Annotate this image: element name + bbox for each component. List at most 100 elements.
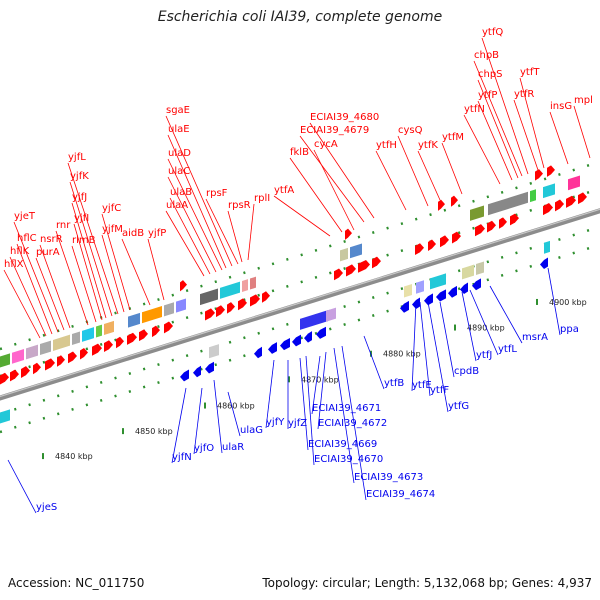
gene-leader-line	[16, 243, 53, 335]
scale-label: 4880 kbp	[383, 350, 421, 359]
gene-leader-line	[171, 387, 187, 464]
feature-box	[200, 288, 218, 306]
gene-leader-line	[305, 355, 315, 466]
gene-leader-line	[55, 230, 89, 326]
gene-label: yjfK	[70, 171, 89, 182]
feature-box	[164, 302, 174, 317]
forward-gene-arrow	[92, 343, 102, 356]
accession-label: Accession: NC_011750	[8, 576, 145, 590]
reverse-gene-arrow	[268, 342, 277, 354]
gene-leader-line	[461, 291, 477, 362]
forward-gene-arrow	[566, 195, 576, 208]
gene-leader-line	[513, 99, 539, 171]
gene-leader-line	[167, 134, 227, 269]
gene-leader-line	[39, 244, 71, 329]
gene-leader-line	[121, 238, 151, 306]
gene-label: yjfZ	[288, 418, 307, 429]
forward-gene-arrow	[104, 340, 113, 353]
feature-box	[72, 331, 80, 346]
gene-leader-line	[67, 162, 119, 315]
forward-gene-arrow	[205, 308, 215, 321]
gene-label: ulaD	[168, 148, 191, 159]
gene-label: rpsF	[206, 188, 228, 199]
forward-gene-arrow	[68, 351, 77, 364]
gene-leader-line	[265, 359, 275, 429]
gene-label: rnr	[56, 220, 71, 231]
gene-leader-line	[313, 149, 355, 231]
reverse-gene-arrow	[316, 326, 326, 339]
gene-leader-line	[227, 210, 243, 263]
gene-label: purA	[36, 247, 60, 258]
reverse-gene-arrow	[436, 289, 446, 302]
forward-gene-arrow	[346, 264, 356, 277]
feature-box	[476, 261, 484, 275]
gene-label: sgaE	[166, 105, 190, 116]
gene-leader-line	[165, 115, 233, 267]
gene-label: ytfA	[274, 185, 294, 196]
gene-label: ytfP	[478, 90, 497, 101]
feature-box	[176, 298, 186, 313]
forward-gene-arrow	[116, 336, 124, 349]
gene-leader-line	[9, 256, 47, 337]
gene-label: yjfN	[172, 452, 192, 463]
backbone-highlight	[0, 208, 600, 398]
gene-leader-line	[477, 100, 513, 181]
forward-gene-arrow	[80, 348, 88, 360]
gene-leader-line	[289, 157, 343, 233]
feature-box	[40, 340, 51, 356]
gene-label: fklB	[290, 147, 309, 158]
gene-leader-line	[299, 357, 309, 451]
feature-box	[488, 191, 528, 216]
gene-leader-line	[309, 122, 375, 219]
feature-box	[250, 276, 256, 290]
gene-leader-line	[311, 355, 321, 415]
gene-label: ytfF	[430, 385, 449, 396]
gene-label: nsrR	[40, 234, 63, 245]
gene-label: ytfN	[464, 104, 485, 115]
gene-label: ECIAI39_4674	[366, 489, 435, 500]
gene-leader-line	[341, 345, 367, 501]
feature-box	[416, 280, 424, 294]
gene-leader-line	[73, 223, 103, 321]
feature-box	[53, 334, 70, 351]
gene-leader-line	[489, 285, 523, 344]
gene-label: ytfM	[442, 132, 464, 143]
scale-label: 4850 kbp	[135, 427, 173, 436]
gene-label: yjfM	[102, 224, 123, 235]
feature-box	[568, 175, 580, 191]
feature-box	[0, 409, 10, 424]
gene-label: aidB	[122, 228, 144, 239]
feature-box	[404, 283, 412, 298]
feature-box	[12, 349, 24, 364]
gene-leader-line	[273, 195, 331, 237]
gene-label: chpB	[474, 50, 499, 61]
gene-leader-line	[481, 37, 529, 175]
feature-box	[242, 279, 248, 292]
gene-label: ECIAI39_4671	[312, 403, 381, 414]
gene-leader-line	[439, 301, 455, 378]
gene-label: yjeT	[14, 211, 36, 222]
gene-leader-line	[193, 387, 203, 455]
gene-leader-line	[167, 176, 217, 273]
forward-gene-arrow	[262, 291, 270, 303]
gene-leader-line	[167, 158, 223, 271]
reverse-gene-arrow	[460, 282, 468, 294]
gene-label: ulaA	[166, 200, 188, 211]
scale-label: 4840 kbp	[55, 452, 93, 461]
feature-box	[220, 281, 240, 299]
forward-gene-arrow	[555, 199, 564, 212]
reverse-gene-arrow	[424, 293, 433, 306]
forward-gene-arrow	[499, 217, 507, 229]
forward-gene-arrow	[543, 202, 553, 216]
gene-leader-line	[317, 351, 327, 430]
feature-box	[96, 324, 102, 338]
gene-leader-line	[35, 257, 65, 331]
gene-leader-line	[13, 221, 59, 333]
forward-gene-arrow	[451, 195, 458, 207]
gene-label: yjfL	[68, 152, 86, 163]
gene-label: ytfH	[376, 140, 397, 151]
scale-label: 4890 kbp	[467, 324, 505, 333]
gene-leader-line	[333, 347, 355, 484]
feature-box	[350, 243, 362, 259]
gene-label: yjeS	[36, 502, 57, 513]
